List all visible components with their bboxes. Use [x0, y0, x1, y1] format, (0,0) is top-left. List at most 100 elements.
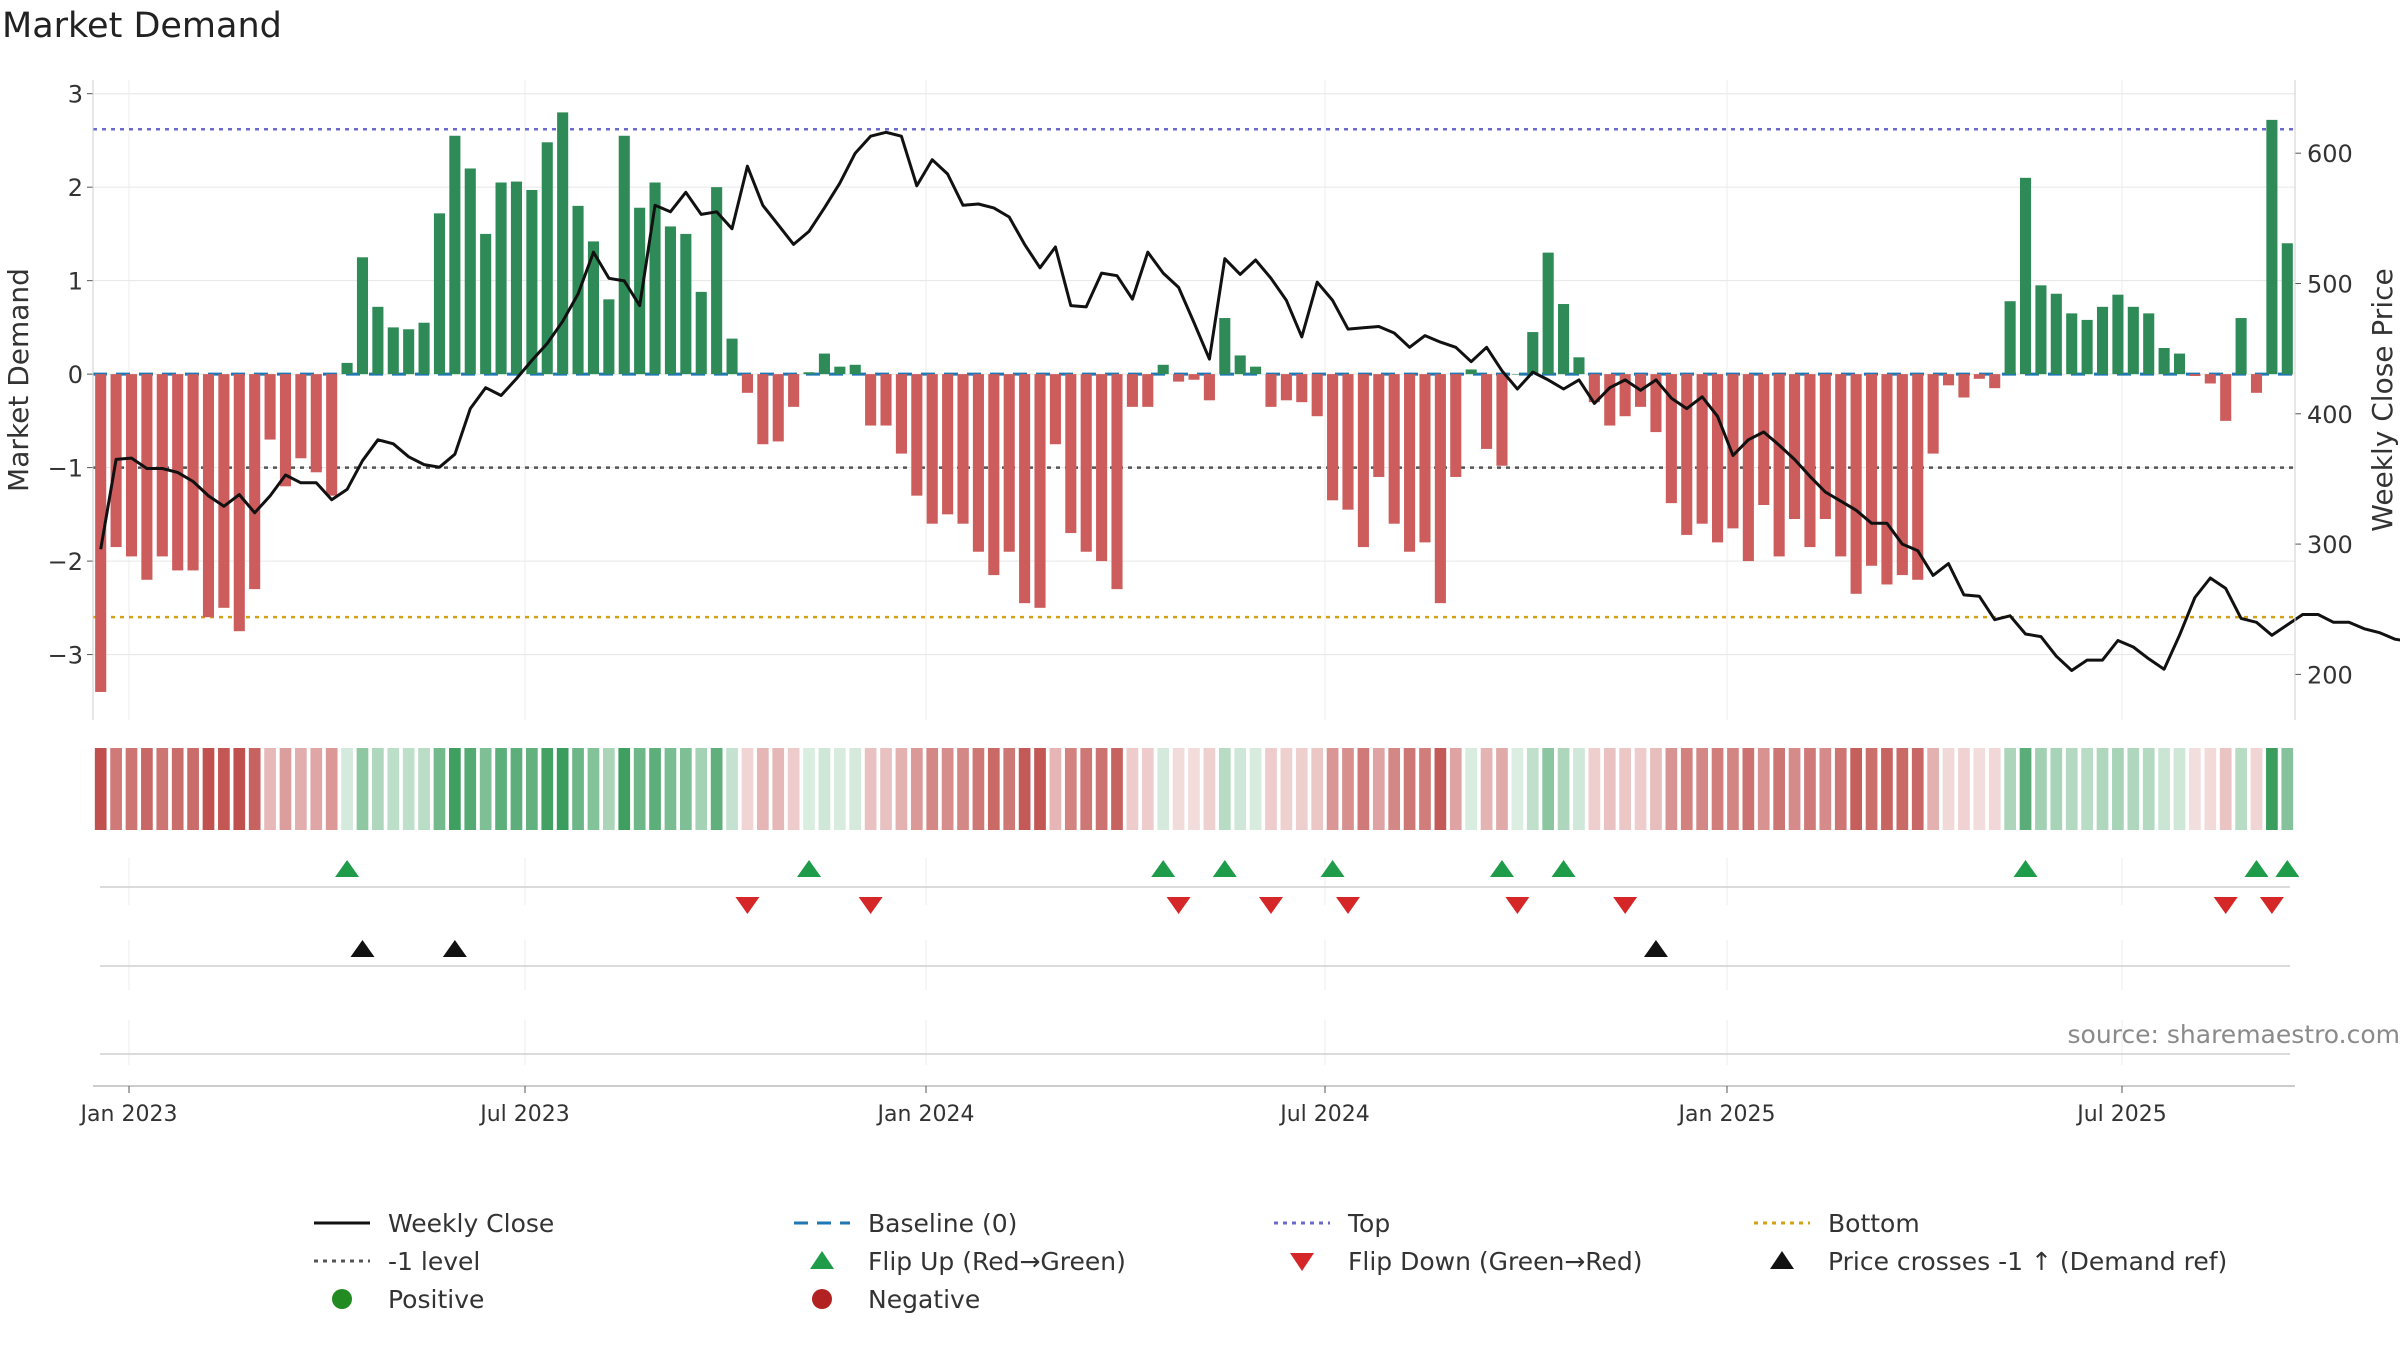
heat-cell — [295, 748, 307, 830]
demand-bar — [218, 374, 230, 608]
flip-markers — [100, 860, 2300, 914]
heat-cell — [1881, 748, 1893, 830]
heat-cell — [803, 748, 815, 830]
heat-cell — [618, 748, 631, 830]
reference-lines — [93, 127, 2295, 619]
demand-bar — [557, 112, 569, 375]
heat-cell — [2112, 748, 2124, 830]
demand-bar — [1481, 374, 1493, 449]
legend-item-baseline: Baseline (0) — [790, 1205, 1017, 1241]
x-tick-label: Jul 2025 — [2075, 1102, 2167, 1127]
demand-bar — [1527, 332, 1539, 375]
legend-label: Bottom — [1828, 1208, 1920, 1238]
x-tick-label: Jan 2024 — [876, 1102, 975, 1127]
heat-cell — [1034, 748, 1046, 830]
demand-bar — [818, 353, 830, 375]
demand-bar — [1973, 374, 1985, 379]
heat-cell — [1141, 748, 1154, 830]
heat-cell — [1280, 748, 1293, 830]
legend-line-icon — [314, 1221, 370, 1225]
heat-cell — [1834, 748, 1847, 830]
demand-bar — [2266, 119, 2278, 375]
heat-cell — [1018, 748, 1031, 830]
y2-tick-label: 200 — [2307, 661, 2353, 689]
y-tick-label: −2 — [48, 548, 83, 576]
heat-cell — [895, 748, 908, 830]
demand-bar — [1742, 374, 1754, 562]
heat-cell — [679, 748, 692, 830]
heat-cell — [1650, 748, 1662, 830]
heat-cell — [1311, 748, 1324, 830]
demand-bar — [1188, 374, 1200, 380]
demand-bar — [1234, 355, 1246, 375]
heat-cell — [849, 748, 862, 830]
heat-cell — [1249, 748, 1262, 830]
heat-cell — [649, 748, 661, 830]
y2-tick-label: 500 — [2307, 270, 2353, 298]
heat-cell — [356, 748, 369, 830]
y2-axis-label: Weekly Close Price — [2366, 268, 2399, 531]
triangle-up-icon — [810, 1251, 834, 1269]
heat-cell — [2096, 748, 2109, 830]
legend-label: Negative — [868, 1284, 981, 1314]
demand-bar — [1203, 374, 1215, 401]
heat-cell — [1742, 748, 1755, 830]
legend-label: Top — [1348, 1208, 1391, 1238]
demand-bar — [2250, 374, 2263, 393]
heat-cell — [1665, 748, 1678, 830]
heat-cell — [926, 748, 939, 830]
heat-cell — [372, 748, 384, 830]
demand-bar — [1865, 374, 1878, 566]
demand-bar — [1157, 364, 1169, 375]
heat-cell — [1172, 748, 1185, 830]
heat-cell — [402, 748, 415, 830]
demand-bar — [1450, 374, 1462, 477]
y-tick-label: 1 — [68, 268, 83, 296]
heat-cell — [1850, 748, 1862, 830]
heat-cell — [1080, 748, 1093, 830]
heat-cell — [171, 748, 184, 830]
demand-bar — [772, 374, 784, 442]
legend-dotted-icon — [1754, 1221, 1810, 1225]
heat-cell — [1265, 748, 1277, 830]
demand-bar — [1558, 304, 1570, 375]
heat-cell — [1973, 748, 1986, 830]
heat-cell — [449, 748, 461, 830]
heat-cell — [2019, 748, 2032, 830]
legend-label: -1 level — [388, 1246, 481, 1276]
demand-bar — [1588, 374, 1600, 403]
demand-bar — [1342, 374, 1354, 510]
heat-cell — [1403, 748, 1416, 830]
demand-bar — [356, 257, 369, 375]
demand-bar — [326, 374, 338, 496]
flip-down-marker — [1258, 897, 1283, 914]
demand-bar — [1142, 374, 1154, 407]
heat-cell — [1342, 748, 1354, 830]
heat-cell — [1542, 748, 1555, 830]
demand-bar — [480, 233, 492, 375]
heat-cell — [2081, 748, 2093, 830]
heat-cell — [1942, 748, 1955, 830]
demand-bar — [141, 374, 153, 580]
demand-bar — [187, 374, 199, 571]
demand-bar — [264, 374, 276, 440]
legend-label: Flip Down (Green→Red) — [1348, 1246, 1643, 1276]
demand-bar — [2173, 353, 2186, 375]
demand-heat-strip — [94, 748, 2294, 830]
legend-label: Weekly Close — [388, 1208, 555, 1238]
heat-cell — [1003, 748, 1016, 830]
demand-bar — [2220, 374, 2232, 421]
y-tick-label: 2 — [68, 174, 83, 202]
heat-cell — [1049, 748, 1062, 830]
demand-bar — [2081, 319, 2093, 375]
heat-cell — [972, 748, 985, 830]
y-tick-label: 3 — [68, 81, 83, 109]
heat-cell — [2235, 748, 2247, 830]
demand-bar — [849, 364, 861, 375]
legend-label: Baseline (0) — [868, 1208, 1018, 1238]
demand-bar — [2019, 177, 2032, 375]
heat-cell — [2004, 748, 2016, 830]
legend-item-minus1: -1 level — [310, 1243, 480, 1279]
demand-bar — [664, 226, 676, 375]
